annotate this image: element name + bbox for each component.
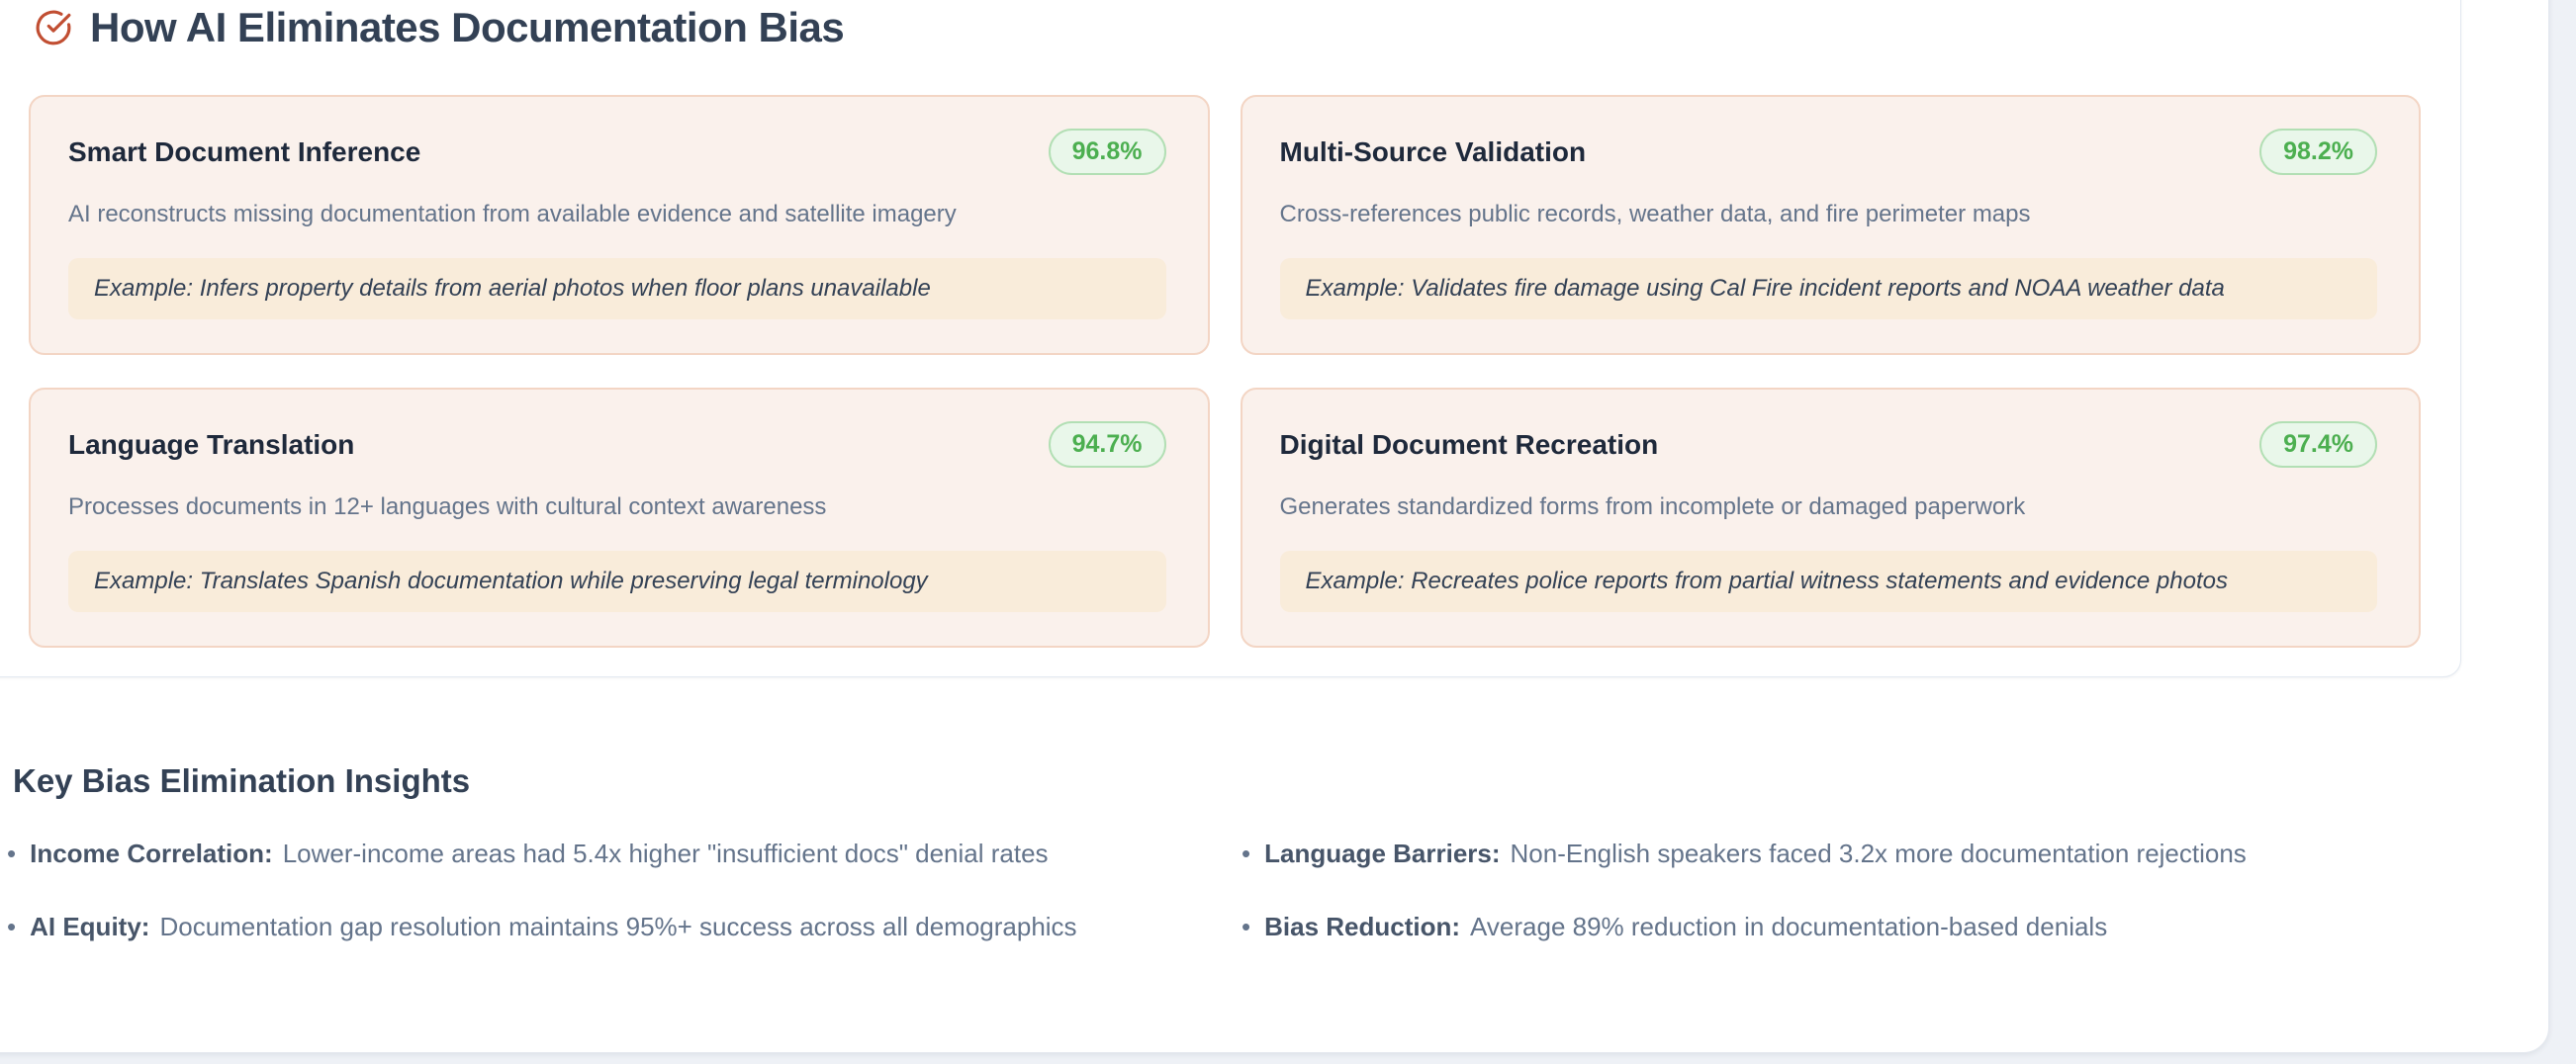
insight-text: Non-English speakers faced 3.2x more doc… [1510,839,2247,868]
example-text: Example: Recreates police reports from p… [1305,568,2228,594]
example-box: Example: Translates Spanish documentatio… [68,551,1166,612]
feature-card-header: Digital Document Recreation 97.4% [1279,421,2377,468]
feature-card-language-translation: Language Translation 94.7% Processes doc… [29,388,1210,648]
accuracy-badge: 97.4% [2259,421,2377,468]
feature-card-smart-document-inference: Smart Document Inference 96.8% AI recons… [29,95,1210,355]
accuracy-badge: 96.8% [1048,129,1166,175]
insight-bias-reduction: • Bias Reduction: Average 89% reduction i… [1242,911,2456,942]
insight-text: Documentation gap resolution maintains 9… [159,912,1077,941]
feature-card-header: Smart Document Inference 96.8% [68,129,1166,175]
feature-card-multi-source-validation: Multi-Source Validation 98.2% Cross-refe… [1240,95,2421,355]
feature-cards-grid: Smart Document Inference 96.8% AI recons… [29,95,2421,648]
insight-text: Average 89% reduction in documentation-b… [1470,912,2108,941]
bullet-icon: • [1242,912,1251,941]
feature-title: Multi-Source Validation [1279,135,1587,167]
example-box: Example: Validates fire damage using Cal… [1279,258,2377,319]
feature-card-header: Multi-Source Validation 98.2% [1279,129,2377,175]
section-title: How AI Eliminates Documentation Bias [90,4,845,50]
check-circle-icon [35,9,72,46]
insight-income-correlation: • Income Correlation: Lower-income areas … [7,838,1247,869]
insight-text: Lower-income areas had 5.4x higher "insu… [282,839,1049,868]
insight-label: Income Correlation: [30,839,273,868]
feature-description: Processes documents in 12+ languages wit… [68,493,827,520]
page-panel: How AI Eliminates Documentation Bias Sma… [0,0,2549,1053]
ai-bias-section-card: How AI Eliminates Documentation Bias Sma… [0,0,2461,677]
bullet-icon: • [7,839,17,868]
insight-label: AI Equity: [30,912,150,941]
feature-description: Generates standardized forms from incomp… [1279,493,2026,520]
bullet-icon: • [1242,839,1251,868]
feature-description: AI reconstructs missing documentation fr… [68,201,957,227]
feature-title: Smart Document Inference [68,135,421,167]
insights-heading: Key Bias Elimination Insights [13,762,471,799]
insights-grid: • Income Correlation: Lower-income areas … [7,838,2456,942]
example-box: Example: Recreates police reports from p… [1279,551,2377,612]
accuracy-badge: 94.7% [1048,421,1166,468]
example-box: Example: Infers property details from ae… [68,258,1166,319]
bullet-icon: • [7,912,17,941]
feature-title: Language Translation [68,428,355,460]
accuracy-badge: 98.2% [2259,129,2377,175]
example-text: Example: Translates Spanish documentatio… [94,568,928,594]
insight-label: Bias Reduction: [1264,912,1461,941]
insight-label: Language Barriers: [1264,839,1501,868]
key-insights-section: Key Bias Elimination Insights • Income C… [7,762,2456,942]
feature-card-header: Language Translation 94.7% [68,421,1166,468]
insight-ai-equity: • AI Equity: Documentation gap resolution… [7,911,1247,942]
feature-title: Digital Document Recreation [1279,428,1659,460]
example-text: Example: Infers property details from ae… [94,275,931,302]
example-text: Example: Validates fire damage using Cal… [1305,275,2225,302]
feature-card-digital-document-recreation: Digital Document Recreation 97.4% Genera… [1240,388,2421,648]
feature-description: Cross-references public records, weather… [1279,201,2031,227]
insight-language-barriers: • Language Barriers: Non-English speakers… [1242,838,2456,869]
section-title-row: How AI Eliminates Documentation Bias [35,4,2421,51]
